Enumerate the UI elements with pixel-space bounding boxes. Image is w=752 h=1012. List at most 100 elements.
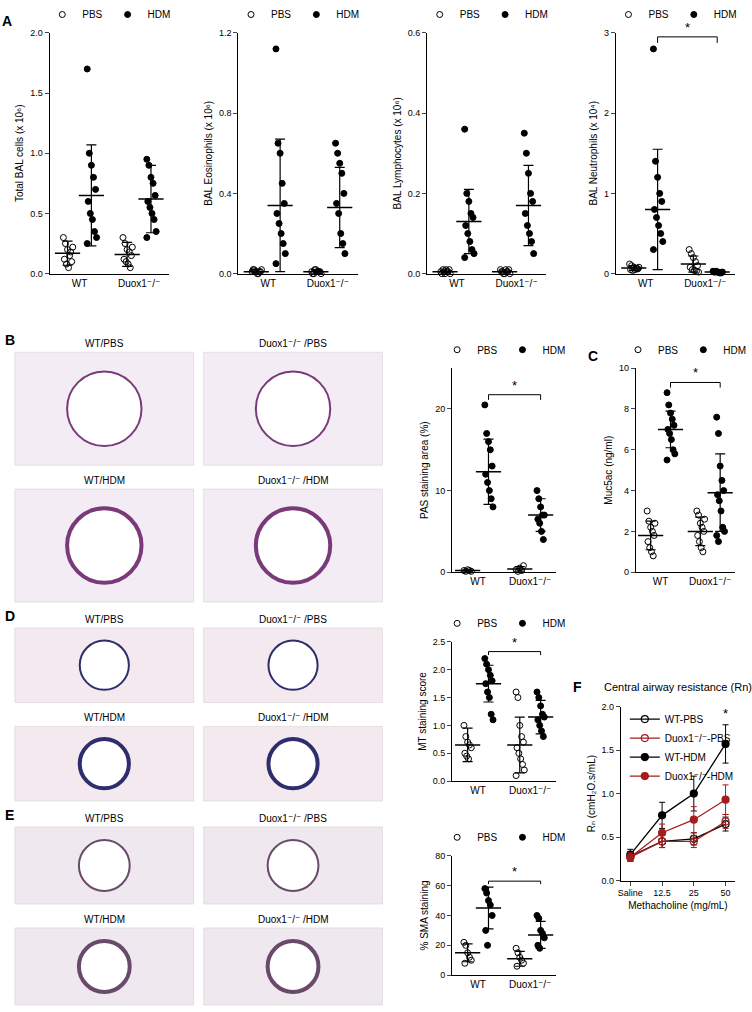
svg-text:0.0: 0.0 (602, 876, 615, 886)
svg-text:Duox1⁻/⁻ /HDM: Duox1⁻/⁻ /HDM (258, 712, 329, 723)
svg-text:2.0: 2.0 (433, 665, 446, 675)
svg-text:PBS: PBS (477, 345, 497, 356)
svg-text:Saline: Saline (618, 888, 643, 898)
svg-text:0.5: 0.5 (433, 748, 446, 758)
svg-text:PBS: PBS (477, 618, 497, 629)
svg-text:Duox1⁻/⁻ /PBS: Duox1⁻/⁻ /PBS (259, 338, 327, 349)
svg-text:WT/HDM: WT/HDM (84, 914, 125, 925)
svg-text:WT: WT (638, 278, 654, 289)
svg-text:HDM: HDM (148, 9, 171, 20)
svg-text:HDM: HDM (723, 345, 746, 356)
svg-text:Duox1⁻/⁻: Duox1⁻/⁻ (118, 278, 160, 289)
svg-text:PBS: PBS (271, 9, 291, 20)
svg-text:20: 20 (435, 940, 445, 950)
svg-text:A: A (2, 13, 12, 29)
svg-text:Duox1⁻/⁻: Duox1⁻/⁻ (509, 979, 551, 990)
svg-text:Duox1⁻/⁻: Duox1⁻/⁻ (684, 278, 726, 289)
svg-text:Muc5ac (ng/ml): Muc5ac (ng/ml) (603, 436, 614, 505)
svg-text:Duox1⁻/⁻ /HDM: Duox1⁻/⁻ /HDM (258, 914, 329, 925)
svg-text:Duox1⁻/⁻: Duox1⁻/⁻ (689, 576, 731, 587)
svg-text:Duox1⁻/⁻ /PBS: Duox1⁻/⁻ /PBS (259, 614, 327, 625)
svg-text:WT/PBS: WT/PBS (85, 338, 124, 349)
svg-text:Duox1⁻/⁻ /PBS: Duox1⁻/⁻ /PBS (259, 813, 327, 824)
svg-text:6: 6 (624, 445, 629, 455)
svg-text:0.0: 0.0 (433, 776, 446, 786)
svg-text:40: 40 (435, 911, 445, 921)
svg-text:0.0: 0.0 (408, 269, 421, 279)
svg-text:F: F (573, 679, 582, 695)
svg-text:WT: WT (260, 278, 276, 289)
svg-text:WT/HDM: WT/HDM (84, 712, 125, 723)
svg-text:10: 10 (619, 363, 629, 373)
svg-text:2: 2 (624, 527, 629, 537)
svg-text:WT: WT (449, 278, 465, 289)
svg-text:0.2: 0.2 (408, 189, 421, 199)
svg-text:0.4: 0.4 (219, 189, 232, 199)
svg-text:BAL Neutrophils (x 10⁴): BAL Neutrophils (x 10⁴) (588, 101, 599, 206)
svg-text:BAL Eosinophils (x 10⁶): BAL Eosinophils (x 10⁶) (203, 101, 214, 206)
svg-text:Duox1⁻/⁻-PBS: Duox1⁻/⁻-PBS (665, 733, 731, 744)
svg-text:WT-HDM: WT-HDM (665, 752, 706, 763)
svg-text:0: 0 (604, 269, 609, 279)
svg-text:2.5: 2.5 (433, 637, 446, 647)
svg-text:2.0: 2.0 (602, 702, 615, 712)
svg-text:*: * (512, 864, 517, 879)
svg-text:WT: WT (72, 278, 88, 289)
svg-text:WT: WT (470, 979, 486, 990)
svg-text:80: 80 (435, 851, 445, 861)
svg-text:0.0: 0.0 (30, 269, 43, 279)
svg-text:1.5: 1.5 (602, 745, 615, 755)
svg-text:0: 0 (440, 970, 445, 980)
svg-text:8: 8 (624, 404, 629, 414)
svg-text:WT/PBS: WT/PBS (85, 813, 124, 824)
svg-text:20: 20 (435, 404, 445, 414)
svg-text:10: 10 (435, 486, 445, 496)
svg-text:1.5: 1.5 (30, 88, 43, 98)
svg-text:HDM: HDM (542, 618, 565, 629)
svg-text:0.5: 0.5 (602, 832, 615, 842)
svg-text:PAS staining area (%): PAS staining area (%) (419, 421, 430, 519)
svg-text:Duox1⁻/⁻ /HDM: Duox1⁻/⁻ /HDM (258, 475, 329, 486)
svg-text:*: * (693, 365, 698, 380)
svg-text:0.8: 0.8 (219, 108, 232, 118)
svg-text:WT/HDM: WT/HDM (84, 475, 125, 486)
svg-text:0.4: 0.4 (408, 108, 421, 118)
svg-text:0.6: 0.6 (408, 28, 421, 38)
svg-text:C: C (588, 348, 598, 364)
svg-text:1.2: 1.2 (219, 28, 232, 38)
svg-text:Duox1⁻/⁻: Duox1⁻/⁻ (495, 278, 537, 289)
svg-text:WT: WT (653, 576, 669, 587)
svg-text:1: 1 (604, 189, 609, 199)
svg-text:25: 25 (689, 888, 699, 898)
svg-text:1.0: 1.0 (602, 789, 615, 799)
svg-text:D: D (5, 608, 15, 624)
svg-text:*: * (512, 378, 517, 393)
svg-text:PBS: PBS (477, 832, 497, 843)
svg-text:50: 50 (721, 888, 731, 898)
svg-text:Duox1⁻/⁻: Duox1⁻/⁻ (307, 278, 349, 289)
svg-text:*: * (685, 20, 690, 35)
svg-text:Duox1⁻/⁻: Duox1⁻/⁻ (509, 785, 551, 796)
svg-text:12.5: 12.5 (653, 888, 671, 898)
svg-text:HDM: HDM (542, 832, 565, 843)
svg-text:Total BAL cells (x 10⁶): Total BAL cells (x 10⁶) (14, 104, 25, 202)
svg-text:Duox1⁻/⁻: Duox1⁻/⁻ (509, 576, 551, 587)
svg-text:Duox1⁻/⁻-HDM: Duox1⁻/⁻-HDM (665, 771, 733, 782)
svg-text:WT/PBS: WT/PBS (85, 614, 124, 625)
svg-text:MT staining score: MT staining score (417, 672, 428, 751)
svg-text:PBS: PBS (82, 9, 102, 20)
svg-text:BAL Lymphocytes (x 10⁶): BAL Lymphocytes (x 10⁶) (392, 97, 403, 209)
svg-text:0.0: 0.0 (219, 269, 232, 279)
svg-text:WT: WT (470, 576, 486, 587)
svg-text:2: 2 (604, 108, 609, 118)
svg-text:PBS: PBS (648, 9, 668, 20)
svg-text:0.5: 0.5 (30, 209, 43, 219)
svg-text:2.0: 2.0 (30, 28, 43, 38)
svg-text:*: * (723, 706, 728, 721)
svg-text:*: * (512, 635, 517, 650)
svg-text:HDM: HDM (525, 9, 548, 20)
svg-text:HDM: HDM (542, 345, 565, 356)
svg-text:Rₙ (cmH₂O.s/mL): Rₙ (cmH₂O.s/mL) (586, 755, 597, 832)
svg-text:E: E (5, 807, 14, 823)
svg-text:Central airway resistance (Rn): Central airway resistance (Rn) (604, 681, 752, 693)
